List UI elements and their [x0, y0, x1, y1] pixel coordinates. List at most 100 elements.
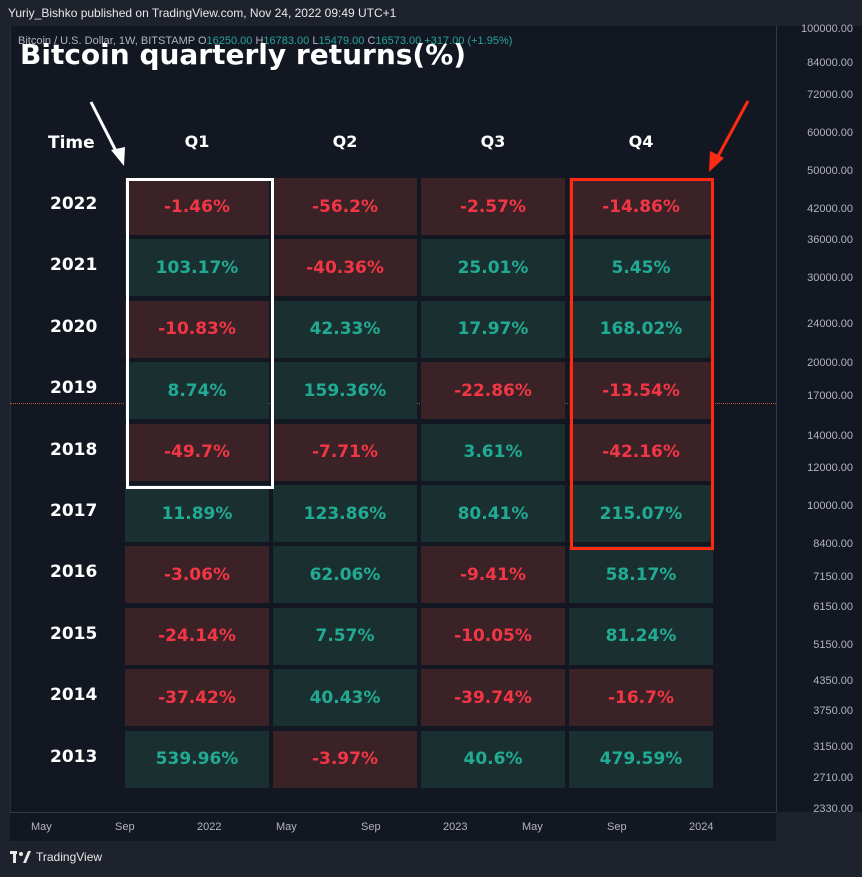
price-tick-label: 36000.00 [807, 234, 853, 246]
price-tick-label: 72000.00 [807, 89, 853, 101]
price-tick-label: 12000.00 [807, 462, 853, 474]
price-tick-label: 24000.00 [807, 318, 853, 330]
return-cell: -14.86% [569, 178, 713, 235]
footer-brand[interactable]: TradingView [10, 850, 102, 864]
return-cell: 168.02% [569, 300, 713, 358]
red-arrow-icon [709, 100, 750, 172]
symbol-name[interactable]: Bitcoin / U.S. Dollar, 1W, BITSTAMP [18, 35, 195, 47]
price-tick-label: 3750.00 [813, 705, 853, 717]
return-cell: -2.57% [421, 178, 565, 235]
return-cell: -40.36% [273, 239, 417, 297]
close-label: C [367, 35, 376, 47]
price-tick-label: 100000.00 [801, 23, 853, 35]
price-tick-label: 50000.00 [807, 165, 853, 177]
time-tick-label: 2024 [689, 821, 714, 833]
return-cell: 7.57% [273, 607, 417, 665]
price-tick-label: 42000.00 [807, 203, 853, 215]
year-label: 2017 [50, 501, 98, 521]
price-axis[interactable]: 100000.00 84000.00 72000.00 60000.00 50000.0… [776, 23, 862, 815]
time-tick-label: May [522, 821, 543, 833]
change-value: +317.00 (+1.95%) [424, 35, 513, 47]
return-cell: 58.17% [569, 546, 713, 604]
year-label: 2016 [50, 562, 98, 583]
price-tick-label: 84000.00 [807, 57, 853, 69]
return-cell: -9.41% [421, 546, 565, 604]
time-tick-label: 2022 [197, 821, 222, 833]
price-tick-label: 6150.00 [813, 601, 853, 613]
price-tick-label: 14000.00 [807, 430, 853, 442]
price-tick-label: 7150.00 [813, 571, 853, 583]
return-cell: 62.06% [273, 546, 417, 604]
return-cell: -3.06% [125, 546, 269, 604]
q1-highlight-box [126, 178, 274, 489]
return-cell: -16.7% [569, 669, 713, 727]
return-cell: 103.17% [125, 239, 269, 297]
year-label: 2015 [50, 623, 98, 644]
return-cell: -1.46% [125, 178, 269, 235]
price-tick-label: 4350.00 [813, 675, 853, 687]
close-value: 16573.00 [375, 35, 422, 47]
year-label: 2019 [50, 378, 98, 399]
time-tick-label: Sep [361, 821, 381, 833]
price-tick-label: 60000.00 [807, 127, 853, 139]
low-value: 15479.00 [318, 35, 365, 47]
return-cell: 8.74% [125, 362, 269, 420]
quarter-header-q2: Q2 [332, 132, 358, 151]
return-cell: 3.61% [421, 423, 565, 481]
price-tick-label: 30000.00 [807, 272, 853, 284]
publisher-line: Yuriy_Bishko published on TradingView.co… [8, 6, 397, 20]
quarter-header-q3: Q3 [480, 132, 506, 151]
return-cell: -7.71% [273, 423, 417, 481]
return-cell: -39.74% [421, 669, 565, 727]
year-label: 2021 [50, 255, 98, 276]
time-axis[interactable]: May Sep 2022 May Sep 2023 May Sep 2024 [10, 812, 776, 841]
tradingview-logo-icon [10, 851, 31, 863]
return-cell: 42.33% [273, 300, 417, 358]
return-cell: 215.07% [569, 485, 713, 542]
return-cell: -10.05% [421, 607, 565, 665]
year-label: 2013 [50, 746, 98, 767]
return-cell: -22.86% [421, 362, 565, 420]
return-cell: -3.97% [273, 730, 417, 788]
return-cell: 539.96% [125, 730, 269, 788]
year-label: 2014 [50, 685, 98, 706]
low-label: L [312, 35, 319, 47]
time-tick-label: Sep [607, 821, 627, 833]
price-tick-label: 20000.00 [807, 357, 853, 369]
return-cell: 17.97% [421, 300, 565, 358]
white-arrow-icon [89, 101, 125, 166]
table-title: Bitcoin quarterly returns(%) [20, 38, 467, 71]
price-tick-label: 10000.00 [807, 500, 853, 512]
return-cell: 5.45% [569, 239, 713, 297]
return-cell: -13.54% [569, 362, 713, 420]
return-cell: -56.2% [273, 178, 417, 235]
return-cell: -24.14% [125, 607, 269, 665]
price-tick-label: 8400.00 [813, 538, 853, 550]
return-cell: -42.16% [569, 423, 713, 481]
symbol-ohlc-line: Bitcoin / U.S. Dollar, 1W, BITSTAMP O162… [18, 35, 512, 47]
quarter-header-q1: Q1 [184, 132, 210, 151]
high-value: 16783.00 [263, 35, 310, 47]
open-label: O [197, 35, 207, 47]
return-cell: 479.59% [569, 730, 713, 788]
time-column-header: Time [48, 133, 95, 153]
return-cell: 159.36% [273, 362, 417, 420]
return-cell: 123.86% [273, 485, 417, 542]
q4-highlight-box [570, 178, 714, 550]
year-label: 2022 [50, 194, 98, 214]
price-tick-label: 5150.00 [813, 639, 853, 651]
price-tick-label: 2330.00 [813, 803, 853, 815]
return-cell: -49.7% [125, 423, 269, 481]
year-label: 2020 [50, 316, 98, 337]
time-tick-label: May [31, 821, 52, 833]
high-label: H [255, 35, 264, 47]
time-tick-label: 2023 [443, 821, 468, 833]
price-tick-label: 2710.00 [813, 772, 853, 784]
price-tick-label: 17000.00 [807, 390, 853, 402]
return-cell: 11.89% [125, 485, 269, 542]
return-cell: 25.01% [421, 239, 565, 297]
year-label: 2018 [50, 439, 98, 460]
quarter-header-q4: Q4 [628, 132, 654, 151]
return-cell: 80.41% [421, 485, 565, 542]
